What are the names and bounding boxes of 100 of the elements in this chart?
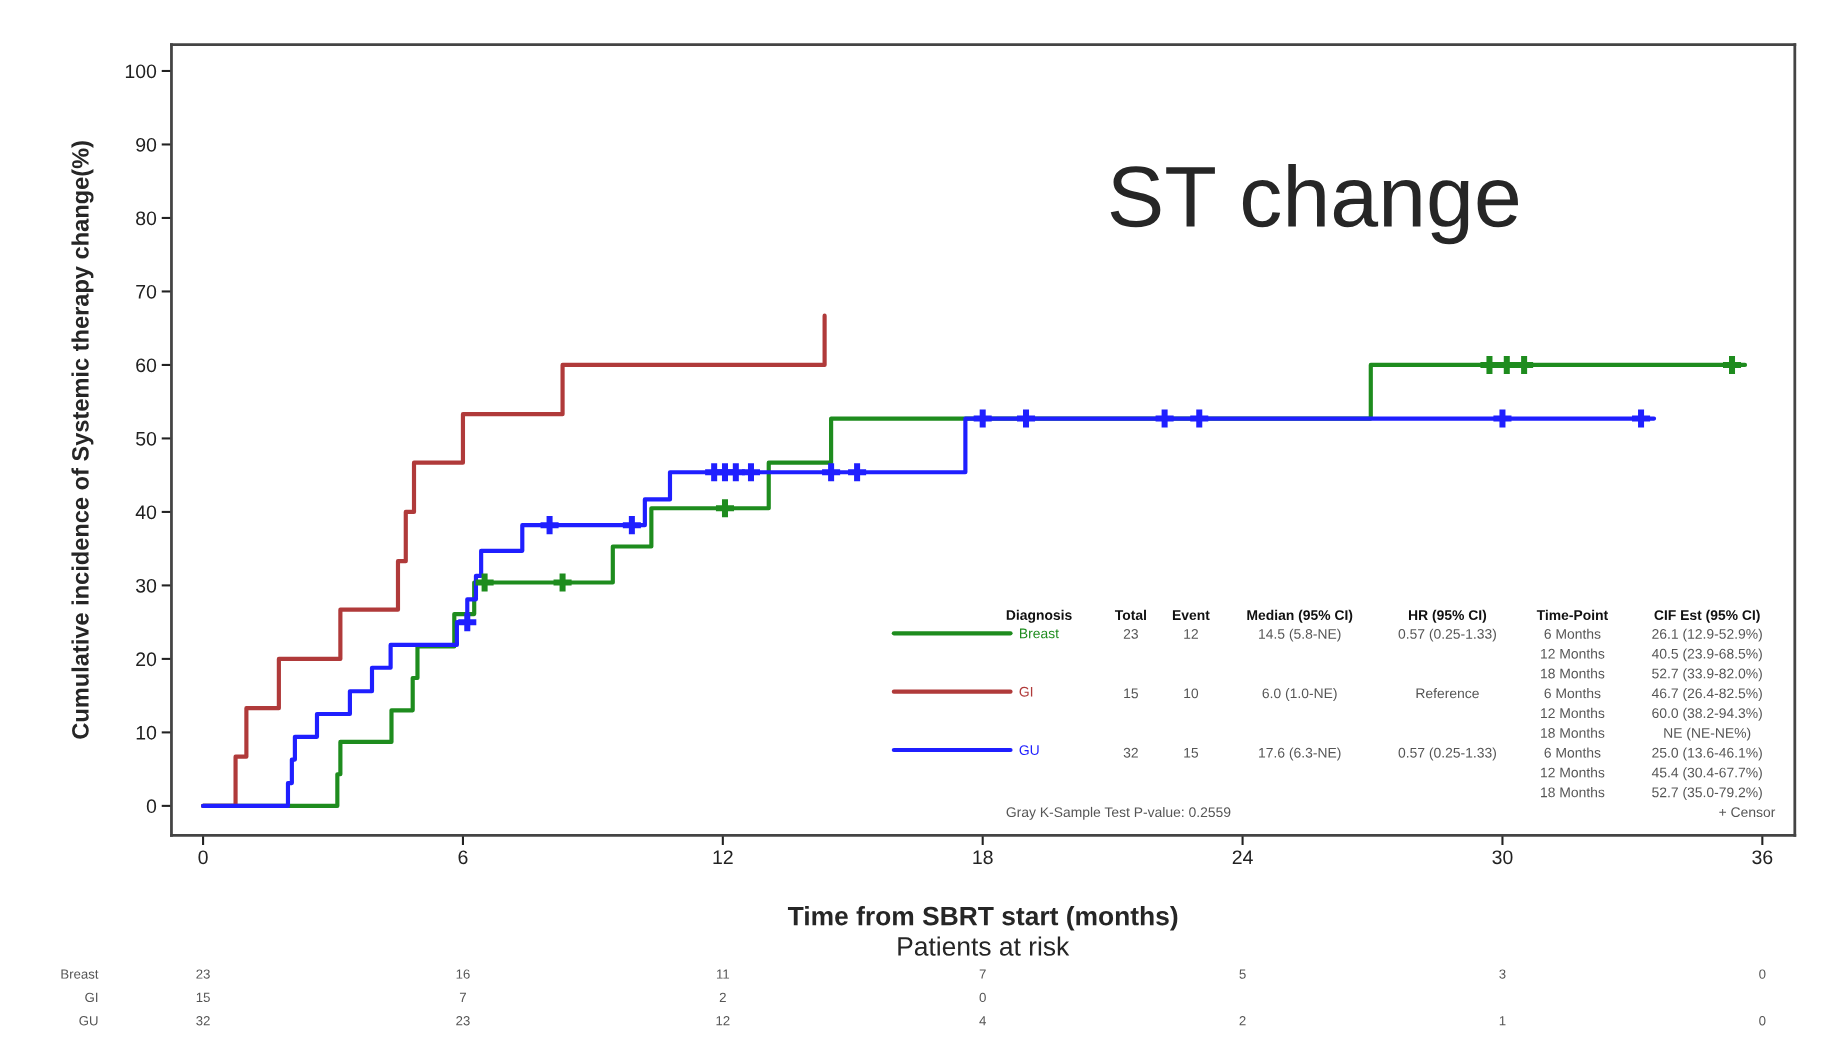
point: [1632, 409, 1651, 428]
text: 23: [456, 1016, 470, 1026]
annotation: 12: [1184, 628, 1198, 639]
text: 15: [196, 992, 210, 1003]
annotation: 0.57 (0.25-1.33): [1398, 628, 1496, 642]
text: 7: [979, 969, 986, 979]
point: [973, 409, 992, 428]
y-axis-title: Cumulative incidence of Systemic therapy change(%): [71, 141, 94, 739]
text: 5: [1239, 969, 1246, 979]
text: 23: [196, 969, 210, 979]
y-tick-label: 60: [136, 358, 157, 373]
text: 7: [459, 992, 466, 1002]
annotation: Time-Point: [1536, 609, 1608, 621]
y-tick-label: 40: [135, 505, 157, 520]
x-tick-label: 0: [198, 850, 208, 865]
annotation: 12 Months: [1541, 648, 1605, 659]
point: [822, 463, 841, 482]
annotation: Reference: [1416, 688, 1479, 699]
annotation: Median (95% CI): [1247, 609, 1353, 623]
text: 2: [1239, 1016, 1246, 1026]
annotation: 15: [1184, 747, 1199, 758]
y-tick-label: 100: [125, 64, 157, 79]
point: [1497, 355, 1516, 374]
x-tick-label: 30: [1492, 850, 1513, 865]
annotation: 52.7 (35.0-79.2%): [1652, 787, 1762, 801]
text: 0: [1759, 969, 1766, 979]
x-tick-label: 36: [1752, 850, 1773, 865]
annotation: Total: [1114, 609, 1146, 621]
text: Breast: [61, 969, 99, 979]
text: GU: [79, 1016, 98, 1026]
annotation: 45.4 (30.4-67.7%): [1651, 767, 1762, 781]
text: 3: [1499, 969, 1506, 979]
text: 12: [716, 1016, 730, 1026]
text: 2: [719, 992, 726, 1002]
annotation: 12 Months: [1541, 707, 1605, 719]
point: [741, 463, 761, 482]
text: GU: [1019, 745, 1039, 756]
point: [715, 499, 735, 518]
annotation: 40.5 (23.9-68.5%): [1651, 648, 1762, 662]
annotation: CIF Est (95% CI): [1654, 609, 1760, 623]
y-tick-label: 30: [135, 578, 157, 593]
annotation: 14.5 (5.8-NE): [1259, 628, 1341, 642]
annotation: 46.7 (26.4-82.5%): [1651, 688, 1762, 701]
annotation: Event: [1172, 610, 1210, 621]
annotation: 60.0 (38.2-94.3%): [1652, 707, 1762, 721]
y-tick-label: 10: [136, 725, 157, 740]
point: [1480, 355, 1499, 374]
annotation: 6 Months: [1544, 688, 1601, 699]
point: [622, 516, 641, 535]
x-tick-label: 12: [713, 850, 733, 864]
text: 0: [979, 992, 986, 1003]
annotation: 10: [1184, 688, 1199, 699]
y-tick-label: 0: [146, 799, 157, 814]
text: 0: [1759, 1016, 1766, 1026]
text: GI: [85, 992, 98, 1003]
annotation: 25.0 (13.6-46.1%): [1652, 747, 1762, 761]
x-tick-label: 24: [1232, 850, 1253, 864]
x-axis-title: Time from SBRT start (months): [787, 906, 1178, 931]
annotation: 0.57 (0.25-1.33): [1398, 747, 1496, 761]
annotation: 23: [1123, 628, 1138, 639]
annotation: Diagnosis: [1006, 609, 1072, 623]
text: Patients at risk: [898, 936, 1070, 956]
point: [726, 463, 745, 482]
y-tick-label: 20: [136, 652, 157, 667]
point: [1722, 355, 1742, 374]
point: [1016, 409, 1036, 428]
x-tick-label: 18: [973, 850, 993, 865]
y-tick-label: 50: [136, 431, 157, 446]
annotation: + Censor: [1719, 807, 1776, 818]
annotation: 18 Months: [1541, 668, 1605, 679]
text: GI: [1019, 686, 1033, 697]
annotation: 15: [1124, 688, 1138, 699]
text: Breast: [1019, 628, 1059, 639]
x-tick-label: 6: [458, 850, 468, 865]
point: [848, 463, 867, 482]
y-tick-label: 70: [136, 284, 157, 299]
annotation: HR (95% CI): [1408, 609, 1487, 623]
point: [1190, 409, 1209, 428]
annotation: 18 Months: [1541, 787, 1605, 798]
annotation: Gray K-Sample Test P-value: 0.2559: [1006, 806, 1231, 820]
annotation: 6 Months: [1544, 747, 1601, 758]
annotation: 12 Months: [1541, 767, 1605, 778]
point: [458, 613, 477, 632]
point: [1515, 355, 1534, 374]
annotation: 17.6 (6.3-NE): [1259, 747, 1341, 761]
annotation: NE (NE-NE%): [1664, 727, 1751, 741]
text: 4: [979, 1016, 986, 1026]
text: 16: [456, 969, 470, 979]
y-tick-label: 90: [136, 137, 157, 152]
annotation: 6.0 (1.0-NE): [1262, 688, 1337, 701]
point: [475, 573, 494, 592]
point: [1493, 409, 1512, 428]
y-tick-label: 80: [136, 211, 157, 226]
point: [553, 573, 572, 592]
text: 1: [1499, 1016, 1506, 1026]
annotation: 32: [1123, 747, 1138, 758]
annotation: 52.7 (33.9-82.0%): [1652, 668, 1762, 682]
text: 11: [716, 969, 730, 979]
point: [540, 516, 559, 535]
point: [1155, 409, 1174, 428]
